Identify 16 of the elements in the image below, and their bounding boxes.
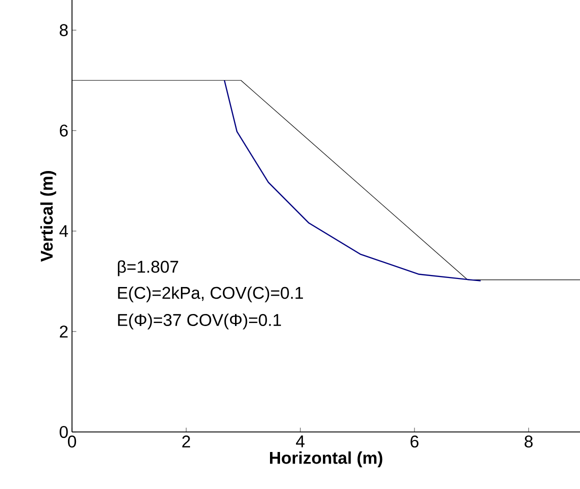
- y-tick-label: 4: [59, 225, 68, 237]
- y-axis-title: Vertical (m): [40, 171, 56, 262]
- y-tick-label: 8: [60, 24, 68, 36]
- x-axis-title: Horizontal (m): [270, 451, 382, 468]
- annotation: E(Φ)=37 COV(Φ)=0.1: [118, 314, 281, 330]
- x-tick-label: 0: [68, 436, 76, 448]
- x-tick-label: 6: [410, 436, 418, 448]
- y-tick-label: 2: [60, 326, 68, 338]
- annotation: β=1.807: [118, 260, 178, 276]
- y-tick-label: 6: [60, 124, 68, 137]
- y-tick-label: 0: [60, 426, 68, 438]
- x-tick-label: 8: [524, 436, 533, 448]
- line-series: [224, 80, 482, 282]
- x-tick-label: 2: [182, 436, 190, 448]
- x-tick-label: 4: [296, 436, 305, 448]
- annotation: E(C)=2kPa, COV(C)=0.1: [118, 286, 303, 302]
